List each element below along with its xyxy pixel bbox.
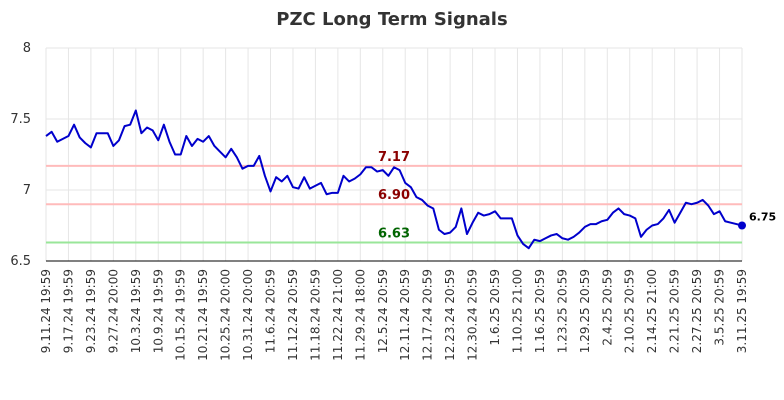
x-tick-label: 2.10.25 20:59 [623,269,637,353]
grid [45,47,743,262]
x-tick-label: 10.3.24 19:59 [129,269,143,353]
x-tick-label: 1.23.25 20:59 [555,269,569,353]
last-value-label: 6.75 [749,211,776,224]
last-point-marker [738,221,746,230]
x-tick-label: 10.21.24 19:59 [196,269,210,361]
x-tick-label: 12.5.24 20:59 [376,269,390,353]
x-tick-label: 9.17.24 19:59 [61,269,75,353]
reference-lines [46,164,742,244]
x-tick-label: 10.31.24 20:00 [241,269,255,361]
x-tick-label: 1.29.25 20:59 [578,269,592,353]
reference-line-label: 7.17 [378,150,410,165]
x-tick-label: 1.6.25 20:59 [488,269,502,346]
x-tick-label: 1.16.25 20:59 [533,269,547,353]
x-tick-label: 3.11.25 19:59 [735,269,749,353]
x-tick-label: 2.27.25 20:59 [690,269,704,353]
x-tick-label: 9.23.24 19:59 [84,269,98,353]
x-tick-label: 9.11.24 19:59 [39,269,53,353]
reference-line-label: 6.90 [378,188,410,203]
y-tick-label: 6.5 [10,254,31,269]
x-tick-label: 3.5.25 20:59 [713,269,727,346]
series-layer [45,109,746,250]
reference-line-label: 6.63 [378,227,410,242]
labels: 7.17 6.90 6.63 6.75 [378,150,776,242]
x-tick-label: 12.23.24 20:59 [443,269,457,361]
x-tick-label: 10.15.24 19:59 [174,269,188,361]
x-tick-label: 10.9.24 19:59 [151,269,165,353]
x-tick-label: 11.12.24 20:59 [286,269,300,361]
x-tick-label: 11.18.24 20:59 [308,269,322,361]
price-line [45,109,743,250]
y-tick-label: 7.5 [10,112,31,127]
x-tick-label: 11.6.24 20:59 [264,269,278,353]
x-tick-label: 2.14.25 21:00 [645,269,659,353]
x-tick-label: 10.25.24 20:00 [219,269,233,361]
x-tick-label: 12.17.24 20:59 [421,269,435,361]
x-tick-label: 9.27.24 20:00 [106,269,120,353]
axes: 6.5 7 7.5 8 9.11.24 19:59 9.17.24 19:59 9.23.2… [10,41,749,361]
x-tick-label: 2.21.25 20:59 [668,269,682,353]
x-tick-label: 1.10.25 21:00 [510,269,524,353]
chart-title: PZC Long Term Signals [276,9,507,30]
x-tick-label: 11.22.24 21:00 [331,269,345,361]
y-tick-label: 8 [23,41,31,56]
x-tick-label: 12.11.24 20:59 [398,269,412,361]
x-tick-label: 12.30.24 20:59 [466,269,480,361]
y-tick-label: 7 [23,183,31,198]
x-tick-label: 2.4.25 20:59 [600,269,614,346]
x-tick-label: 11.29.24 18:00 [353,269,367,361]
